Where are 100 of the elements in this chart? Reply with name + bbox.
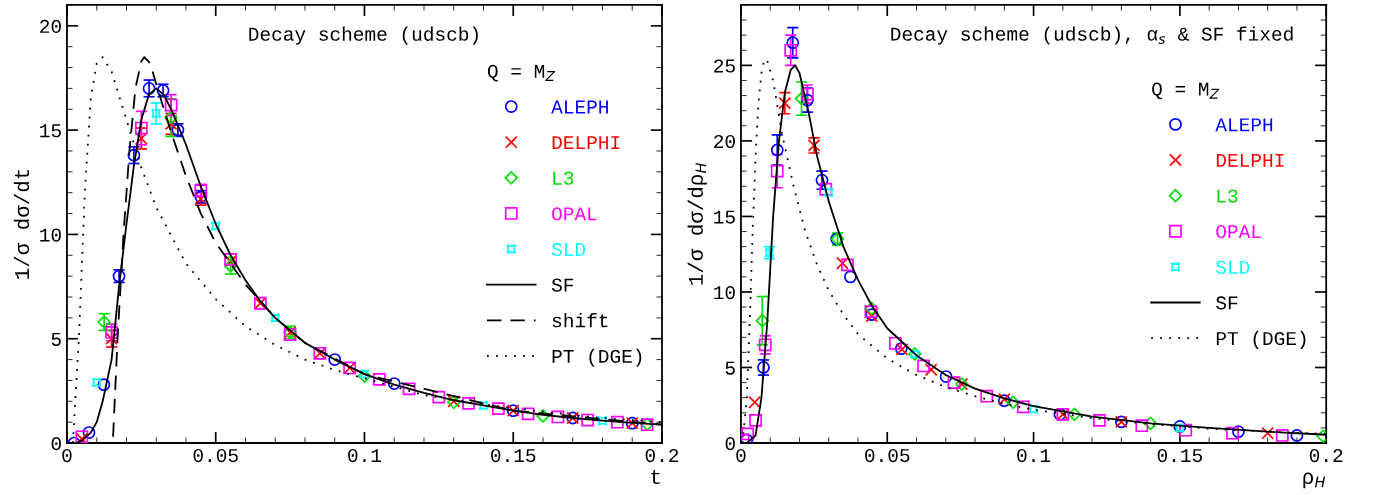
- point: [841, 258, 854, 272]
- y-tick-label: 0: [51, 437, 61, 451]
- legend-label: SLD: [551, 242, 586, 257]
- point: [91, 377, 102, 388]
- point: [134, 121, 148, 135]
- point: [551, 410, 565, 424]
- point: [357, 369, 372, 383]
- point: [97, 378, 111, 392]
- y-tick-label: 0: [725, 437, 735, 451]
- y-axis-title: 1/σ dσ/dt: [13, 169, 30, 279]
- x-axis-title: ρ$_{H}$: [1303, 472, 1326, 489]
- legend-label: SF: [551, 278, 574, 292]
- x-tick-label: 0.15: [491, 448, 536, 463]
- point: [794, 91, 809, 106]
- annotation: Decay scheme (udscb), α$_{s}$ & SF fixed: [891, 26, 1293, 45]
- point: [1275, 429, 1289, 442]
- point: [980, 389, 994, 403]
- point: [491, 402, 505, 415]
- point: [924, 363, 938, 377]
- y-tick-label: 20: [40, 19, 61, 34]
- point: [328, 353, 342, 366]
- point: [151, 108, 161, 119]
- point: [164, 98, 178, 112]
- legend-label: OPAL: [552, 207, 597, 221]
- point: [786, 36, 800, 50]
- point: [1016, 400, 1030, 414]
- point: [784, 43, 798, 57]
- point: [1006, 395, 1020, 409]
- point: [210, 221, 221, 231]
- point: [947, 376, 961, 389]
- legend-label: PT (DGE): [552, 348, 642, 367]
- legend-label: DELPHI: [1216, 154, 1284, 167]
- point: [755, 313, 770, 328]
- point: [770, 164, 784, 178]
- point: [1093, 413, 1106, 427]
- point: [800, 93, 814, 107]
- y-tick-label: 25: [714, 59, 735, 73]
- legend-label: ALEPH: [1215, 118, 1273, 132]
- point: [939, 370, 953, 383]
- point: [1232, 425, 1245, 439]
- legend-label: SF: [1216, 296, 1238, 310]
- point: [134, 132, 148, 145]
- point: [889, 336, 902, 350]
- point: [164, 110, 178, 125]
- y-tick-label: 15: [714, 210, 735, 224]
- y-tick-label: 10: [714, 286, 735, 300]
- annotation: Decay scheme (udscb): [249, 26, 478, 45]
- point: [1028, 404, 1039, 414]
- legend-label: ALEPH: [551, 100, 608, 114]
- point: [843, 270, 857, 284]
- x-tick-label: 0.1: [1017, 448, 1051, 463]
- legend-title: Q = M$_{Z}$: [487, 64, 556, 82]
- x-tick-label: 0: [736, 448, 746, 463]
- point: [1226, 426, 1239, 440]
- point: [462, 396, 476, 410]
- y-tick-label: 15: [40, 124, 61, 138]
- point: [521, 407, 535, 421]
- point: [402, 382, 416, 396]
- point: [359, 369, 370, 379]
- point: [1290, 429, 1304, 442]
- point: [432, 390, 446, 404]
- legend-label: L3: [553, 171, 574, 185]
- point: [1179, 423, 1193, 437]
- legend-label: DELPHI: [552, 136, 620, 149]
- point: [836, 256, 849, 270]
- legend-label: shift: [552, 313, 608, 328]
- point: [770, 143, 784, 157]
- point: [748, 395, 762, 409]
- point: [478, 400, 489, 411]
- point: [536, 409, 550, 423]
- x-tick-label: 0.15: [1157, 448, 1202, 463]
- point: [597, 415, 608, 426]
- y-tick-label: 5: [725, 361, 735, 375]
- point: [749, 413, 762, 427]
- x-tick-label: 0.05: [865, 448, 910, 463]
- point: [581, 413, 595, 427]
- point: [1143, 416, 1158, 431]
- point: [758, 338, 772, 352]
- y-axis-title: 1/σ dσ/dρ$_{H}$: [687, 162, 708, 285]
- legend-label: L3: [1217, 189, 1238, 203]
- point: [1135, 419, 1149, 433]
- point: [372, 373, 386, 386]
- x-tick-label: 0.2: [645, 448, 679, 463]
- point: [270, 313, 280, 323]
- point: [387, 377, 401, 390]
- point: [865, 301, 879, 316]
- point: [82, 426, 96, 439]
- point: [815, 173, 829, 187]
- point: [1261, 426, 1275, 440]
- point: [917, 359, 930, 373]
- x-tick-label: 0.1: [348, 448, 382, 463]
- x-axis-title: t: [651, 470, 660, 485]
- x-tick-label: 0.2: [1309, 448, 1343, 463]
- y-tick-label: 10: [40, 228, 61, 242]
- legend-label: PT (DGE): [1216, 330, 1306, 349]
- point: [778, 96, 792, 110]
- point: [823, 187, 834, 198]
- point: [1067, 407, 1082, 422]
- y-tick-label: 5: [51, 332, 61, 346]
- legend-label: SLD: [1216, 260, 1250, 274]
